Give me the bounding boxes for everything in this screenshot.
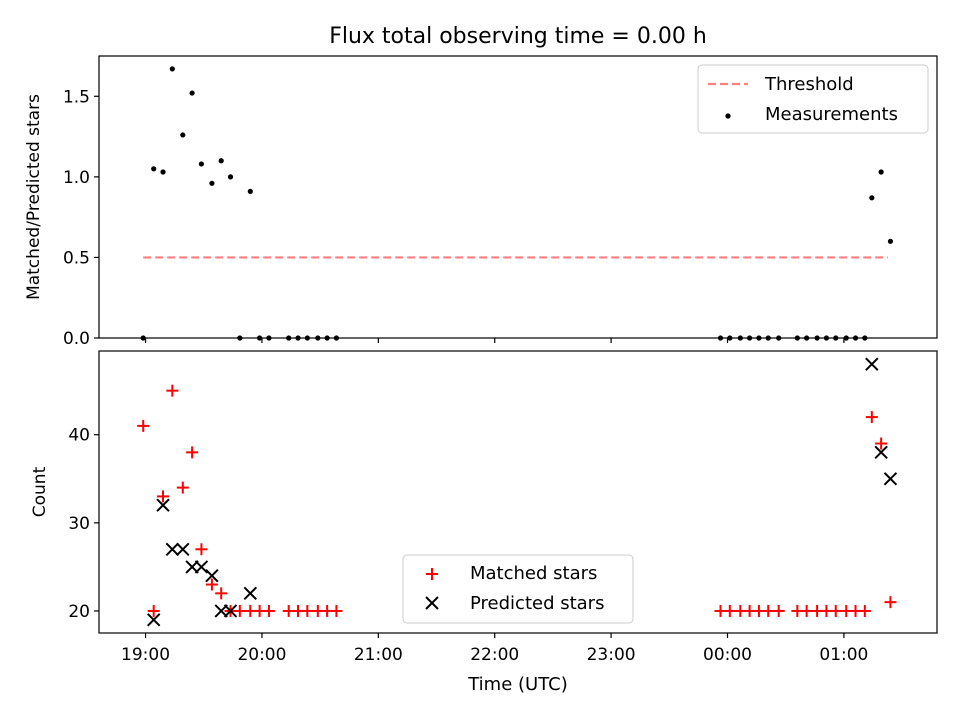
- matched-star-point: [262, 604, 275, 617]
- predicted-star-point: [205, 569, 219, 583]
- x-tick-label: 19:00: [121, 645, 170, 665]
- x-tick-label: 01:00: [819, 645, 868, 665]
- matched-star-point: [301, 604, 314, 617]
- measurement-point: [878, 169, 884, 175]
- matched-star-point: [772, 604, 785, 617]
- matched-star-point: [205, 578, 218, 591]
- legend-measurements-swatch: [725, 113, 731, 119]
- matched-star-point: [858, 604, 871, 617]
- count-y-ticks: 20 30 40: [68, 426, 99, 622]
- measurement-point: [887, 238, 894, 244]
- ratio-y-axis-label: Matched/Predicted stars: [24, 94, 44, 300]
- predicted-star-point: [883, 472, 898, 486]
- measurement-point: [169, 66, 175, 72]
- measurement-point: [189, 90, 195, 96]
- matched-stars-series: [137, 384, 897, 617]
- x-axis-label: Time (UTC): [467, 674, 568, 695]
- ratio-x-ticks: [144, 338, 845, 343]
- predicted-star-point: [176, 542, 190, 556]
- matched-star-point: [865, 411, 878, 424]
- count-x-ticks: 19:00 20:00 21:00 22:00 23:00 00:00 01:00: [121, 633, 868, 665]
- x-tick-label: 22:00: [470, 645, 519, 665]
- ratio-axes-frame: [98, 55, 938, 339]
- measurement-point: [869, 195, 875, 201]
- legend-measurements-label: Measurements: [765, 104, 898, 125]
- ratio-y-tick-label: 0.5: [63, 248, 90, 268]
- predicted-star-point: [165, 542, 180, 556]
- matched-star-point: [176, 481, 189, 494]
- count-panel: Count Time (UTC) 20 30 40 19:00 20:00 21:00 2…: [30, 350, 938, 695]
- predicted-star-point: [865, 357, 879, 371]
- predicted-star-point: [874, 445, 888, 460]
- matched-star-point: [215, 587, 228, 600]
- x-tick-label: 00:00: [703, 645, 752, 665]
- ratio-legend: Threshold Measurements: [697, 64, 929, 134]
- matched-star-point: [800, 604, 813, 617]
- predicted-star-point: [146, 613, 161, 627]
- matched-star-point: [330, 604, 343, 617]
- measurement-point: [151, 166, 157, 172]
- measurement-point: [227, 174, 234, 180]
- count-y-axis-label: Count: [30, 466, 50, 517]
- count-y-tick-label: 20: [68, 602, 90, 622]
- x-tick-label: 23:00: [587, 645, 636, 665]
- count-y-tick-label: 40: [68, 426, 90, 446]
- measurement-point: [209, 180, 215, 186]
- chart-title: Flux total observing time = 0.00 h: [329, 24, 707, 49]
- measurement-point: [218, 158, 224, 164]
- x-tick-label: 21:00: [354, 645, 403, 665]
- ratio-legend-box: [697, 64, 929, 134]
- predicted-star-point: [243, 586, 258, 601]
- measurement-point: [247, 188, 253, 194]
- count-axes-frame: [98, 350, 938, 634]
- legend-threshold-label: Threshold: [764, 74, 854, 95]
- x-tick-label: 20:00: [237, 645, 286, 665]
- matched-star-point: [762, 604, 775, 617]
- predicted-star-point: [156, 498, 170, 512]
- predicted-star-point: [194, 560, 209, 574]
- matched-star-point: [166, 384, 179, 397]
- legend-predicted-label: Predicted stars: [470, 593, 604, 614]
- predicted-stars-series: [146, 357, 898, 627]
- measurement-point: [160, 169, 166, 175]
- ratio-panel: Flux total observing time = 0.00 h Match…: [24, 24, 938, 349]
- measurement-point: [198, 161, 205, 167]
- matched-star-point: [723, 604, 736, 617]
- matched-star-point: [195, 543, 208, 556]
- ratio-y-ticks: 0.0 0.5 1.0 1.5: [63, 87, 99, 349]
- matched-star-point: [137, 419, 150, 432]
- legend-matched-swatch: [426, 568, 438, 580]
- matched-star-point: [829, 604, 842, 617]
- ratio-y-tick-label: 0.0: [63, 329, 90, 349]
- matched-star-point: [147, 604, 160, 617]
- legend-matched-label: Matched stars: [470, 563, 597, 584]
- matched-star-point: [186, 446, 199, 459]
- count-legend: Matched stars Predicted stars: [402, 554, 634, 624]
- ratio-y-tick-label: 1.5: [63, 87, 90, 107]
- legend-predicted-swatch: [425, 596, 439, 610]
- matched-star-point: [875, 437, 888, 450]
- count-legend-box: [402, 554, 634, 624]
- matched-star-point: [233, 604, 246, 617]
- measurement-point: [180, 132, 186, 138]
- matched-star-point: [157, 490, 170, 503]
- count-y-tick-label: 30: [68, 514, 90, 534]
- predicted-star-point: [223, 604, 238, 618]
- ratio-y-tick-label: 1.0: [63, 168, 90, 188]
- matched-star-point: [884, 596, 897, 609]
